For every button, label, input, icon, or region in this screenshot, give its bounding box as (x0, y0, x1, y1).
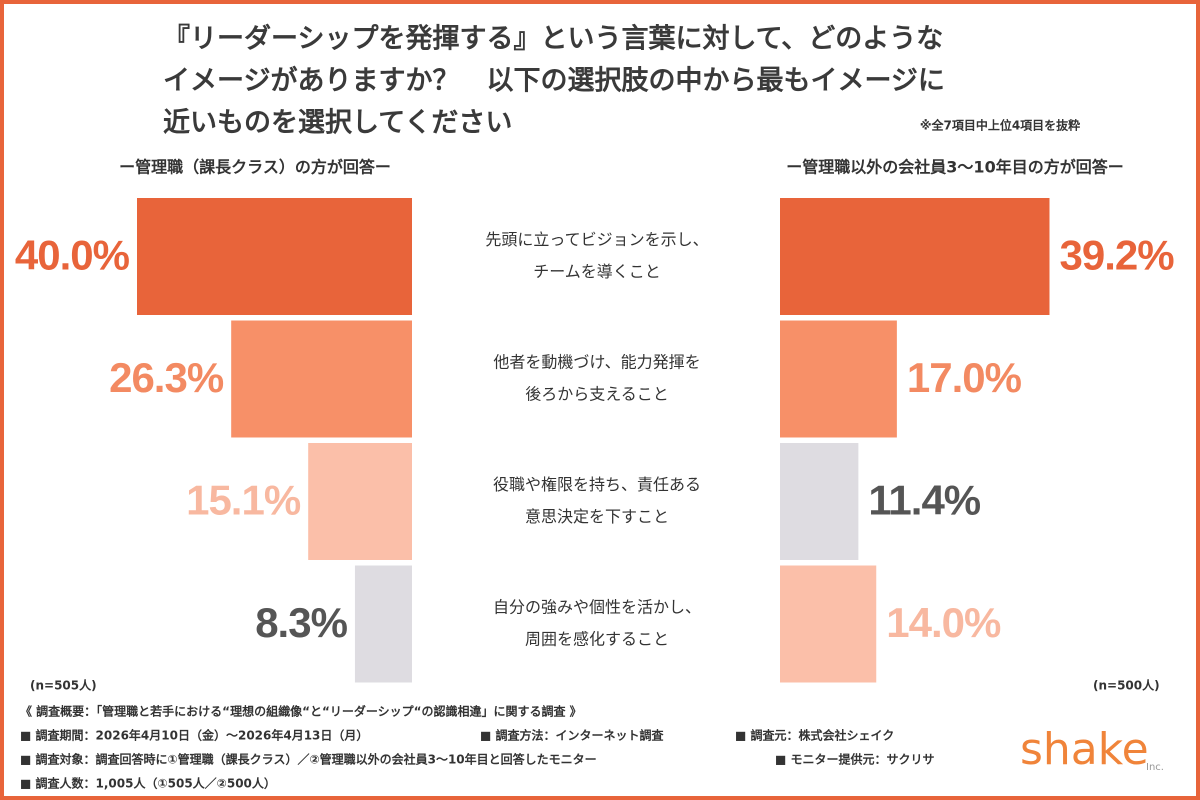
category-label: チームを導くこと (533, 262, 661, 281)
bar (231, 320, 412, 438)
value-label: 39.2% (1060, 232, 1175, 279)
note: ※全7項目中上位4項目を抜粋 (920, 118, 1080, 133)
sample-size: (n=500人) (1093, 678, 1160, 693)
bar (308, 443, 412, 560)
bar (137, 198, 412, 315)
logo: shake (1020, 724, 1149, 775)
footer-text: ■ 調査元：株式会社シェイク (735, 728, 894, 743)
value-label: 11.4% (868, 477, 980, 524)
title: 『リーダーシップを発揮する』という言葉に対して、どのような (163, 23, 943, 55)
sample-size: (n=505人) (30, 678, 97, 693)
value-label: 26.3% (109, 354, 224, 401)
category-label: 先頭に立ってビジョンを示し、 (485, 230, 708, 249)
category-label: 役職や権限を持ち、責任ある (493, 475, 701, 494)
series-header: ー管理職以外の会社員3〜10年目の方が回答ー (786, 158, 1123, 177)
value-label: 40.0% (15, 232, 130, 279)
category-label: 自分の強みや個性を活かし、 (493, 598, 701, 617)
bar (780, 565, 877, 683)
category-label: 意思決定を下すこと (525, 507, 669, 526)
bar (354, 565, 412, 683)
footer-text: ■ 調査期間：2026年4月10日（金）〜2026年4月13日（月） (20, 728, 368, 743)
logo-suffix: Inc. (1146, 762, 1164, 773)
value-label: 8.3% (255, 599, 347, 646)
title: 近いものを選択してください (163, 108, 512, 139)
footer-text: ■ 調査対象：調査回答時に①管理職（課長クラス）／②管理職以外の会社員3〜10年… (20, 752, 597, 767)
bar (780, 198, 1050, 315)
value-label: 17.0% (907, 354, 1022, 401)
footer-text: ■ 調査方法：インターネット調査 (480, 728, 665, 743)
value-label: 15.1% (186, 477, 301, 524)
bar (780, 443, 859, 560)
title: イメージがありますか？ 以下の選択肢の中から最もイメージに (163, 65, 945, 97)
category-label: 後ろから支えること (525, 385, 669, 404)
footer-text: ■ モニター提供元：サクリサ (775, 752, 935, 767)
value-label: 14.0% (886, 599, 1001, 646)
series-header: ー管理職（課長クラス）の方が回答ー (119, 158, 391, 177)
bar (780, 320, 897, 438)
footer-text: 《 調査概要：「管理職と若手における“理想の組織像“と“リーダーシップ“の認識相… (20, 704, 582, 719)
footer-text: ■ 調査人数：1,005人（①505人／②500人） (20, 776, 276, 791)
category-label: 周囲を感化すること (525, 630, 669, 649)
category-label: 他者を動機づけ、能力発揮を (493, 353, 700, 372)
